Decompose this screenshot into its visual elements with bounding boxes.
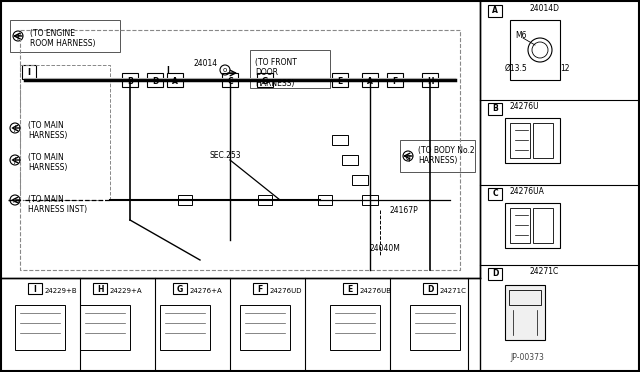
Bar [240,305,290,350]
Text: I: I [33,285,36,294]
Text: F: F [257,285,262,294]
Text: (TO BODY No.2
HARNESS): (TO BODY No.2 HARNESS) [418,146,475,166]
Bar [250,50,330,88]
Text: 24276UD: 24276UD [270,288,303,294]
Text: F: F [392,77,397,86]
Bar [253,283,267,294]
Text: m: m [12,199,18,203]
Text: o: o [223,67,227,73]
Bar [318,195,332,205]
Bar [80,305,130,350]
Bar [93,283,107,294]
Text: A: A [172,77,178,86]
Text: C: C [492,189,498,198]
Text: E: E [348,285,353,294]
Bar [122,73,138,87]
Text: 12: 12 [560,64,570,73]
Bar [488,268,502,280]
Text: (TO FRONT
DOOR
HARNESS): (TO FRONT DOOR HARNESS) [255,58,297,88]
Text: 24276UA: 24276UA [510,186,545,196]
Text: A: A [492,6,498,15]
Bar [258,195,272,205]
Text: B: B [492,103,498,112]
Bar [387,73,403,87]
Text: D: D [152,77,158,86]
Bar [178,195,192,205]
Bar [505,203,560,248]
Text: 24040M: 24040M [370,244,401,253]
Text: (TO MAIN
HARNESS): (TO MAIN HARNESS) [28,121,67,140]
Bar [22,65,36,79]
Text: D: D [427,285,433,294]
Bar [505,285,545,340]
Text: SEC.253: SEC.253 [210,151,242,160]
Bar [167,73,183,87]
Text: (TO MAIN
HARNESS): (TO MAIN HARNESS) [28,153,67,172]
Text: I: I [166,65,170,74]
Text: JP-00373: JP-00373 [510,353,544,362]
Text: (TO ENGINE
ROOM HARNESS): (TO ENGINE ROOM HARNESS) [30,29,95,48]
Bar [505,118,560,163]
Text: G: G [177,285,183,294]
Text: 24276UB: 24276UB [360,288,392,294]
Bar [410,305,460,350]
Text: 24014D: 24014D [530,3,560,13]
Text: H: H [97,285,103,294]
Bar [362,195,378,205]
Bar [28,283,42,294]
Bar [342,155,358,165]
Text: 24229+B: 24229+B [45,288,77,294]
Bar [160,305,210,350]
Bar [343,283,357,294]
Bar [15,305,65,350]
Bar [257,73,273,87]
Bar [147,73,163,87]
Text: B: B [127,77,133,86]
Bar [422,73,438,87]
Bar [332,135,348,145]
Bar [423,283,437,294]
Bar [330,305,380,350]
Text: G: G [262,77,268,86]
Bar [332,73,348,87]
Text: 24167P: 24167P [390,205,419,215]
Bar [509,290,541,305]
Text: E: E [337,77,342,86]
Text: i: i [14,125,16,134]
Text: (TO MAIN
HARNESS INST): (TO MAIN HARNESS INST) [28,195,87,214]
Text: I: I [28,67,31,77]
Text: f: f [17,32,19,42]
Bar [488,188,502,200]
Text: 24271C: 24271C [530,266,559,276]
Text: C: C [227,77,233,86]
Bar [533,208,553,243]
Text: H: H [427,77,433,86]
Bar [510,123,530,158]
Text: D: D [492,269,498,278]
Bar [510,20,560,80]
Text: A: A [367,77,373,86]
Text: i: i [14,157,16,166]
Bar [510,208,530,243]
Bar [400,140,475,172]
Text: M6: M6 [515,31,527,39]
Text: 24271C: 24271C [440,288,467,294]
Bar [488,103,502,115]
Text: Ø13.5: Ø13.5 [505,64,528,73]
Bar [173,283,187,294]
Bar [488,5,502,17]
Text: 24229+A: 24229+A [110,288,143,294]
Text: 24014: 24014 [193,58,217,67]
Bar [222,73,238,87]
Bar [362,73,378,87]
Bar [10,20,120,52]
Text: 24276+A: 24276+A [190,288,223,294]
Text: 24276U: 24276U [510,102,540,110]
Bar [352,175,368,185]
Text: q: q [406,153,410,161]
Bar [533,123,553,158]
